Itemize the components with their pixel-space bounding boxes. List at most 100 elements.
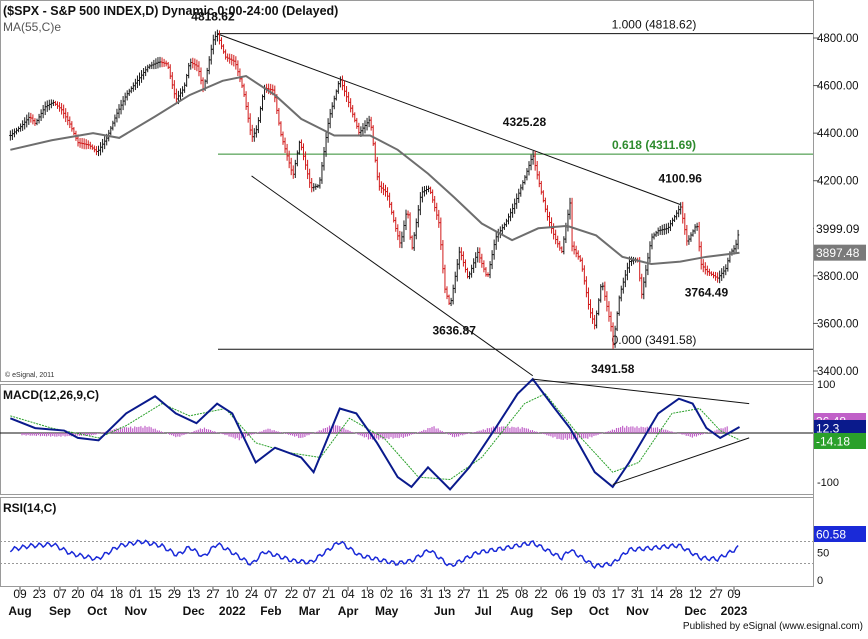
price-annotation: 4325.28 bbox=[503, 115, 547, 129]
x-axis-day-label: 27 bbox=[709, 587, 723, 601]
x-axis-month-label: May bbox=[375, 604, 399, 618]
x-axis-month-label: Dec bbox=[684, 604, 706, 618]
price-trendline bbox=[251, 175, 534, 377]
footer-text: Published by eSignal (www.esignal.com) bbox=[683, 621, 863, 632]
price-axis-label: 4400.00 bbox=[817, 128, 859, 140]
x-axis-day-label: 31 bbox=[631, 587, 645, 601]
rsi-value-badge: 60.58 bbox=[816, 528, 846, 542]
x-axis-day-label: 19 bbox=[573, 587, 587, 601]
rsi-line bbox=[9, 539, 739, 570]
x-axis-day-label: 27 bbox=[206, 587, 220, 601]
macd-value-badge: 12.3 bbox=[816, 422, 840, 436]
x-axis-day-label: 28 bbox=[669, 587, 683, 601]
x-axis-day-label: 10 bbox=[226, 587, 240, 601]
x-axis-day-label: 03 bbox=[592, 587, 606, 601]
x-axis-day-label: 17 bbox=[612, 587, 626, 601]
ma-label: MA(55,C)e bbox=[3, 20, 61, 34]
last-price-badge: 3999.09 bbox=[816, 222, 860, 236]
macd-value-badge-bg bbox=[814, 420, 866, 436]
ma-value-badge-bg bbox=[814, 244, 866, 261]
x-axis-month-label: Mar bbox=[299, 604, 321, 618]
macd-line bbox=[9, 377, 741, 491]
x-axis-day-label: 07 bbox=[53, 587, 67, 601]
x-axis-day-label: 22 bbox=[285, 587, 299, 601]
x-axis-day-label: 01 bbox=[129, 587, 143, 601]
x-axis-day-label: 08 bbox=[515, 587, 529, 601]
price-axis-label: 4200.00 bbox=[817, 176, 859, 188]
price-annotation: 3764.49 bbox=[685, 285, 729, 299]
x-axis-month-label: Jun bbox=[434, 604, 455, 618]
fib-level-label: 0.618 (4311.69) bbox=[612, 138, 696, 152]
price-axis-label: 4600.00 bbox=[817, 81, 859, 93]
price-axis-label: 3800.00 bbox=[817, 271, 859, 283]
rsi-label: RSI(14,C) bbox=[3, 501, 56, 515]
rsi-value-badge-bg bbox=[814, 526, 866, 542]
rsi-panel: 0 50 bbox=[0, 539, 829, 587]
ma-line bbox=[10, 74, 740, 265]
x-axis-day-label: 09 bbox=[727, 587, 741, 601]
x-axis-day-label: 31 bbox=[420, 587, 434, 601]
price-axis-label: 3600.00 bbox=[817, 318, 859, 330]
x-axis-day-label: 04 bbox=[91, 587, 105, 601]
macd-axis-label: 100 bbox=[817, 379, 835, 391]
price-trendline bbox=[216, 33, 681, 205]
macd-signal-line bbox=[10, 393, 740, 481]
x-axis-day-label: 13 bbox=[187, 587, 201, 601]
chart-title: ($SPX - S&P 500 INDEX,D) Dynamic,0:00-24… bbox=[3, 4, 338, 18]
x-axis-day-label: 07 bbox=[303, 587, 317, 601]
x-axis-day-label: 25 bbox=[496, 587, 510, 601]
x-axis-day-label: 20 bbox=[71, 587, 85, 601]
x-axis-day-label: 02 bbox=[380, 587, 394, 601]
ma-value-badge: 3897.48 bbox=[816, 246, 860, 260]
x-axis-month-label: Nov bbox=[626, 604, 649, 618]
price-axis-label: 4800.00 bbox=[817, 33, 859, 45]
macd-signal-badge-bg bbox=[814, 433, 866, 449]
x-axis-day-label: 11 bbox=[477, 587, 490, 601]
panel-frames bbox=[0, 0, 814, 587]
price-annotation: 3636.87 bbox=[432, 324, 476, 338]
macd-panel: -100 100 bbox=[0, 377, 839, 491]
x-axis-month-label: Jul bbox=[474, 604, 491, 618]
x-axis-month-label: Oct bbox=[87, 604, 107, 618]
x-axis-month-label: Sep bbox=[551, 604, 573, 618]
x-axis-day-label: 24 bbox=[245, 587, 259, 601]
rsi-axis-label: 0 bbox=[817, 575, 823, 587]
x-axis-day-label: 29 bbox=[168, 587, 182, 601]
x-axis-day-label: 22 bbox=[534, 587, 548, 601]
copyright-label: © eSignal, 2011 bbox=[5, 371, 55, 379]
x-axis-month-label: Nov bbox=[124, 604, 147, 618]
x-axis-day-label: 14 bbox=[650, 587, 664, 601]
price-panel: 3400.003600.003800.004000.004200.004400.… bbox=[9, 10, 859, 378]
macd-label: MACD(12,26,9,C) bbox=[3, 388, 99, 402]
macd-trendline bbox=[532, 378, 750, 405]
x-axis-month-label: Feb bbox=[260, 604, 281, 618]
price-axis-label: 3400.00 bbox=[817, 366, 859, 378]
x-axis-day-label: 18 bbox=[110, 587, 124, 601]
x-axis-month-label: Aug bbox=[510, 604, 533, 618]
macd-signal-badge: -14.18 bbox=[816, 435, 850, 449]
x-axis-day-label: 23 bbox=[33, 587, 47, 601]
x-axis-month-label: Sep bbox=[49, 604, 71, 618]
macd-trendline bbox=[612, 437, 750, 485]
x-axis-month-label: Dec bbox=[183, 604, 205, 618]
x-axis-month-label: 2022 bbox=[219, 604, 246, 618]
x-axis-day-label: 06 bbox=[555, 587, 569, 601]
x-axis-day-label: 12 bbox=[689, 587, 703, 601]
price-annotation: 3491.58 bbox=[591, 362, 635, 376]
price-annotation: 4100.96 bbox=[659, 171, 703, 185]
last-price-badge-bg bbox=[814, 220, 866, 237]
x-axis-month-label: Aug bbox=[8, 604, 31, 618]
x-axis-day-label: 16 bbox=[399, 587, 413, 601]
fib-level-label: 0.000 (3491.58) bbox=[612, 333, 697, 347]
x-axis-day-label: 07 bbox=[264, 587, 278, 601]
x-axis-day-label: 13 bbox=[438, 587, 452, 601]
x-axis-day-label: 09 bbox=[13, 587, 27, 601]
x-axis-day-label: 18 bbox=[361, 587, 375, 601]
macd-axis-label: -100 bbox=[817, 477, 839, 489]
x-axis-day-label: 27 bbox=[457, 587, 471, 601]
price-annotation: 4818.62 bbox=[191, 10, 235, 24]
